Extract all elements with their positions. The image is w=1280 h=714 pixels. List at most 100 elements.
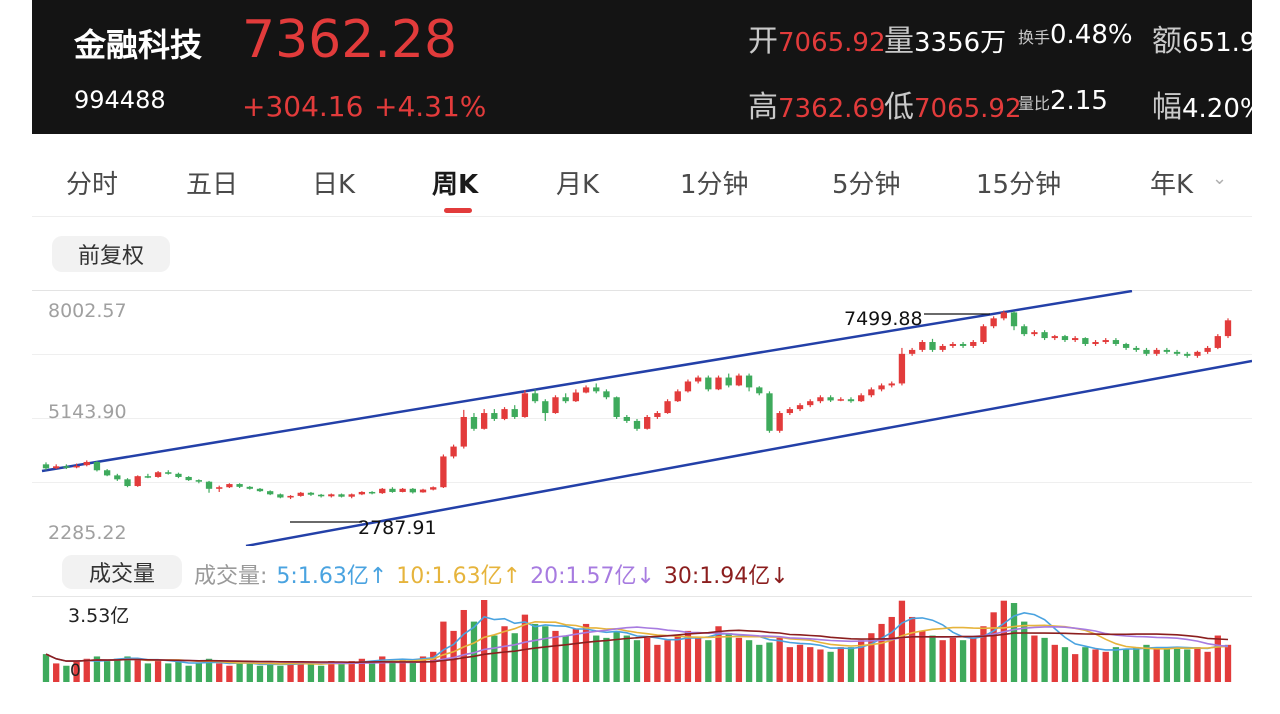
- candle-body: [368, 491, 376, 494]
- volume-bar: [226, 665, 233, 682]
- candle-body: [674, 391, 681, 402]
- candle-body: [715, 377, 722, 390]
- candle-body: [654, 413, 661, 417]
- candle-body: [419, 489, 427, 493]
- turnover-value: 0.48%: [1050, 20, 1133, 50]
- candle-body: [93, 461, 101, 471]
- tab-weekly-k[interactable]: 周K: [432, 170, 479, 200]
- volume-bar: [267, 663, 274, 682]
- volume-bar: [216, 663, 223, 682]
- candle-body: [134, 476, 141, 487]
- candle-body: [470, 416, 478, 429]
- tab-intraday[interactable]: 分时: [66, 170, 119, 200]
- volume-bar: [53, 663, 60, 682]
- tab-5-minute[interactable]: 5分钟: [832, 170, 901, 200]
- tab-daily-k[interactable]: 日K: [312, 170, 356, 200]
- volume-bar: [317, 665, 325, 682]
- open-value: 7065.92: [778, 28, 886, 58]
- volume-bar: [858, 640, 865, 682]
- volume-bar: [440, 621, 447, 682]
- volume-bar: [817, 649, 824, 682]
- volume-bar: [552, 630, 559, 682]
- candle-body: [1010, 312, 1018, 327]
- volume-bar: [674, 635, 681, 682]
- volume-bar: [1133, 647, 1140, 682]
- amount-value: 651.9: [1182, 28, 1252, 58]
- high-value: 7362.69: [778, 94, 886, 124]
- volume-axis-bottom: 0: [70, 661, 81, 681]
- volume-bar: [623, 635, 630, 682]
- volume-bar: [613, 630, 620, 682]
- adjust-mode-button[interactable]: 前复权: [52, 236, 170, 272]
- candle-body: [1021, 326, 1028, 335]
- candle-body: [379, 488, 386, 494]
- volume-stat-value: 3356万: [914, 28, 1007, 58]
- volume-bar: [1194, 647, 1201, 682]
- candle-body: [888, 383, 895, 386]
- candle-body: [878, 385, 885, 390]
- candle-body: [460, 416, 467, 447]
- price-change-percent: +4.31%: [374, 90, 487, 123]
- volume-bar: [684, 630, 692, 682]
- volume-bar: [1143, 644, 1150, 682]
- candle-body: [1194, 351, 1201, 356]
- candle-body: [480, 413, 488, 429]
- volume-bar: [379, 656, 386, 682]
- tab-five-day[interactable]: 五日: [186, 170, 239, 200]
- volume-bar: [593, 635, 600, 682]
- tab-monthly-k[interactable]: 月K: [556, 170, 600, 200]
- candle-body: [1061, 336, 1069, 341]
- candle-body: [664, 401, 671, 414]
- tab-yearly-k[interactable]: 年K: [1150, 170, 1194, 200]
- chevron-down-icon[interactable]: ⌄: [1212, 168, 1228, 189]
- volume-bar: [654, 644, 661, 682]
- volume-bar: [756, 644, 763, 682]
- candle-body: [531, 393, 539, 402]
- volume-bar: [1010, 603, 1018, 682]
- volume-bar: [42, 654, 50, 682]
- volume-bar: [338, 663, 345, 682]
- volume-bar: [1184, 649, 1191, 682]
- volume-bar: [878, 623, 885, 682]
- volume-bar: [144, 663, 152, 682]
- volume-bar: [450, 630, 457, 682]
- volume-bar: [531, 623, 539, 682]
- candle-body: [1041, 332, 1048, 339]
- low-stat: 低7065.92: [884, 82, 1022, 126]
- candle-body: [1082, 338, 1089, 344]
- volume-bar: [970, 637, 977, 682]
- volume-bar: [419, 656, 427, 682]
- candle-body: [980, 326, 987, 343]
- volume-indicator-button[interactable]: 成交量: [62, 555, 182, 589]
- open-stat: 开7065.92: [748, 16, 886, 60]
- candle-body: [1000, 312, 1007, 319]
- turnover-label: 换手: [1018, 28, 1051, 47]
- candle-body: [103, 470, 111, 476]
- candle-body: [623, 416, 630, 421]
- volume-bar: [980, 626, 987, 682]
- candle-body: [409, 488, 416, 493]
- candle-body: [644, 416, 651, 429]
- volume-bar: [491, 635, 498, 682]
- tab-15-minute[interactable]: 15分钟: [976, 170, 1062, 200]
- candle-body: [603, 391, 610, 398]
- candle-body: [929, 342, 936, 350]
- volume-bar: [715, 626, 722, 682]
- volume-bar: [358, 658, 366, 682]
- candle-body: [756, 387, 763, 394]
- candle-body: [42, 464, 50, 469]
- volume-bar: [786, 647, 794, 682]
- volume-bar: [246, 663, 253, 682]
- candle-body: [1112, 340, 1120, 344]
- quote-header: 金融科技 994488 7362.28 +304.16 +4.31% 开7065…: [32, 0, 1252, 134]
- volume-bar: [368, 661, 376, 682]
- ma10-legend: 10:1.63亿↑: [396, 564, 522, 589]
- volume-bar: [1204, 651, 1211, 682]
- volume-bar: [990, 612, 997, 682]
- candle-body: [511, 409, 518, 417]
- volume-bar: [1224, 644, 1232, 682]
- candle-body: [1133, 347, 1140, 350]
- candle-body: [175, 473, 182, 477]
- low-label: 低: [884, 90, 914, 125]
- tab-1-minute[interactable]: 1分钟: [680, 170, 749, 200]
